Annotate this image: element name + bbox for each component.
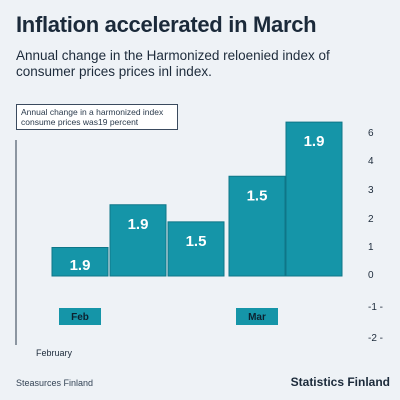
bar-data-label: 1.9 [128, 216, 149, 233]
y-tick-label: 3 [368, 185, 374, 196]
bar [109, 204, 167, 277]
chart-subtitle: Annual change in the Harmonized reloenie… [16, 48, 330, 79]
x-axis-under-label: February [36, 348, 73, 358]
bar [285, 121, 343, 277]
x-tick-label-bg [236, 308, 278, 325]
bar-data-label: 1.5 [186, 233, 207, 250]
annotation-line-2: consume prices was19 percent [21, 117, 139, 127]
y-tick-label: 6 [368, 128, 374, 139]
y-ticks-group: 6 4 3 2 1 0 -1 ‑ -2 ‑ [368, 128, 383, 344]
y-tick-label: -2 ‑ [368, 333, 383, 344]
y-tick-label: 2 [368, 214, 374, 225]
x-labels-group: Feb Mar [59, 308, 278, 325]
bar-data-label: 1.9 [70, 257, 91, 274]
x-tick-label: Mar [248, 312, 266, 323]
annotation-line-1: Annual change in a harmonized index [21, 107, 164, 117]
source-right: Statistics Finland [290, 375, 390, 389]
source-left: Steasurces Finland [16, 378, 94, 388]
annotation-box: Annual change in a harmonized index cons… [16, 104, 178, 130]
y-tick-label: 1 [368, 242, 374, 253]
x-tick-label-bg [59, 308, 101, 325]
bar [167, 221, 225, 277]
bar [51, 247, 109, 277]
y-tick-label: 0 [368, 270, 374, 281]
x-tick-label: Feb [71, 312, 89, 323]
y-tick-label: 4 [368, 156, 374, 167]
bar-data-label: 1.5 [247, 187, 268, 204]
bar-data-label: 1.9 [304, 133, 325, 150]
bar [228, 175, 286, 277]
y-tick-label: -1 ‑ [368, 302, 383, 313]
bars-group: 1.9 1.9 1.5 1.5 1.9 [51, 121, 343, 277]
chart-title: Inflation accelerated in March [16, 12, 317, 37]
